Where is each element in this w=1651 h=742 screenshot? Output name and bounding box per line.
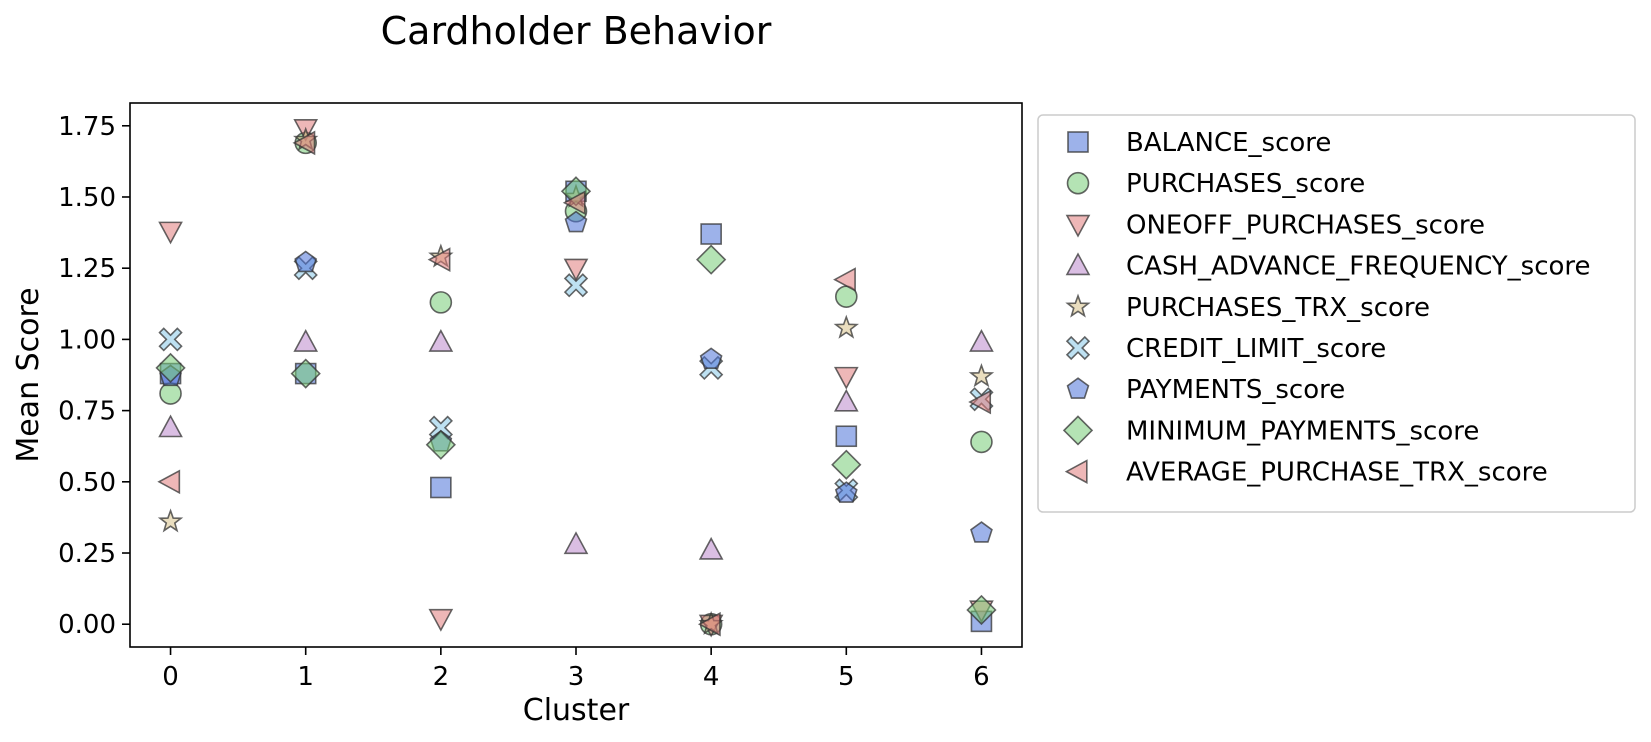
data-point xyxy=(290,358,321,389)
data-point xyxy=(158,221,183,245)
legend-marker xyxy=(1065,252,1091,276)
data-point xyxy=(425,429,456,460)
x-tick-label: 6 xyxy=(973,662,990,692)
data-point xyxy=(966,594,997,626)
legend-label: MINIMUM_PAYMENTS_score xyxy=(1126,416,1479,446)
x-tick-label: 0 xyxy=(162,662,179,692)
legend-marker xyxy=(1066,377,1090,399)
data-point xyxy=(563,273,589,298)
data-point xyxy=(294,250,318,273)
data-point xyxy=(429,291,453,314)
legend-label: PAYMENTS_score xyxy=(1126,375,1345,405)
legend-item: AVERAGE_PURCHASE_TRX_score xyxy=(1064,458,1548,488)
y-axis-label: Mean Score xyxy=(11,287,46,462)
data-point xyxy=(699,347,723,370)
data-points xyxy=(155,119,997,638)
legend-marker xyxy=(1065,214,1091,238)
y-tick-label: 1.75 xyxy=(58,112,116,142)
legend-label: PURCHASES_score xyxy=(1126,169,1365,199)
legend-item: CREDIT_LIMIT_score xyxy=(1065,334,1386,364)
data-point xyxy=(834,481,858,503)
legend-marker xyxy=(1064,459,1088,484)
data-point xyxy=(831,449,862,480)
legend-label: BALANCE_score xyxy=(1126,128,1331,158)
data-point xyxy=(428,608,454,632)
legend-item: PAYMENTS_score xyxy=(1066,375,1345,405)
data-point xyxy=(292,130,316,156)
data-point xyxy=(293,329,319,352)
legend-marker xyxy=(1066,171,1090,195)
y-tick-label: 1.25 xyxy=(58,254,116,284)
data-point xyxy=(427,247,451,272)
legend-label: PURCHASES_TRX_score xyxy=(1126,293,1430,323)
data-point xyxy=(969,329,994,352)
data-point xyxy=(157,469,181,495)
x-tick-label: 2 xyxy=(433,662,450,692)
legend-item: BALANCE_score xyxy=(1067,128,1331,158)
legend-item: MINIMUM_PAYMENTS_score xyxy=(1062,415,1479,446)
legend-label: CASH_ADVANCE_FREQUENCY_score xyxy=(1126,252,1591,282)
data-point xyxy=(563,531,589,555)
y-tick-label: 0.50 xyxy=(58,468,116,498)
legend-marker xyxy=(1065,293,1091,318)
data-point xyxy=(158,414,183,438)
data-point xyxy=(430,476,452,499)
x-tick-label: 5 xyxy=(838,662,855,692)
legend-marker xyxy=(1067,131,1089,153)
legend: BALANCE_score PURCHASES_score ONEOFF_PURCH… xyxy=(1037,114,1636,513)
legend-frame xyxy=(1037,114,1636,513)
series-MINIMUM_PAYMENTS_score xyxy=(155,176,997,626)
data-point xyxy=(159,382,182,405)
legend-marker xyxy=(1062,415,1094,446)
data-point xyxy=(700,223,722,245)
data-point xyxy=(970,521,993,543)
data-point xyxy=(835,425,858,448)
data-point xyxy=(564,210,588,233)
legend-item: PURCHASES_score xyxy=(1066,169,1365,199)
data-point xyxy=(563,258,589,282)
x-tick-label: 3 xyxy=(568,662,585,692)
data-point xyxy=(157,508,184,533)
legend-marker xyxy=(1065,335,1091,361)
data-point xyxy=(698,536,724,560)
data-point xyxy=(833,314,860,339)
y-tick-label: 0.25 xyxy=(58,539,116,569)
data-point xyxy=(158,327,183,352)
data-point xyxy=(696,244,727,275)
series-AVERAGE_PURCHASE_TRX_score xyxy=(157,130,992,637)
series-CREDIT_LIMIT_score xyxy=(158,256,994,503)
x-axis: 0 1 2 3 4 5 6 xyxy=(162,647,990,692)
data-point xyxy=(968,363,995,388)
legend-item: PURCHASES_TRX_score xyxy=(1065,293,1430,323)
x-tick-label: 4 xyxy=(703,662,720,692)
legend-label: CREDIT_LIMIT_score xyxy=(1126,334,1386,364)
series-CASH_ADVANCE_FREQUENCY_score xyxy=(158,329,994,560)
legend-item: CASH_ADVANCE_FREQUENCY_score xyxy=(1065,252,1591,282)
series-BALANCE_score xyxy=(159,180,993,633)
chart-title: Cardholder Behavior xyxy=(381,9,772,53)
y-tick-label: 1.50 xyxy=(58,183,116,213)
x-tick-label: 1 xyxy=(297,662,314,692)
y-axis: 0.00 0.25 0.50 0.75 1.00 1.25 1.50 1.75 xyxy=(58,112,130,640)
legend-label: ONEOFF_PURCHASES_score xyxy=(1126,210,1485,240)
y-tick-label: 0.00 xyxy=(58,610,116,640)
data-point xyxy=(833,267,856,292)
data-point xyxy=(833,366,859,390)
data-point xyxy=(970,430,993,454)
data-point xyxy=(428,329,454,352)
legend-item: ONEOFF_PURCHASES_score xyxy=(1065,210,1485,240)
x-axis-label: Cluster xyxy=(523,693,630,728)
data-point xyxy=(562,190,586,216)
y-tick-label: 0.75 xyxy=(58,397,116,427)
legend-label: AVERAGE_PURCHASE_TRX_score xyxy=(1126,458,1548,488)
data-point xyxy=(697,611,721,637)
data-point xyxy=(968,389,992,415)
data-point xyxy=(833,388,859,412)
data-point xyxy=(155,352,186,384)
y-tick-label: 1.00 xyxy=(58,325,116,355)
data-point xyxy=(428,415,453,440)
